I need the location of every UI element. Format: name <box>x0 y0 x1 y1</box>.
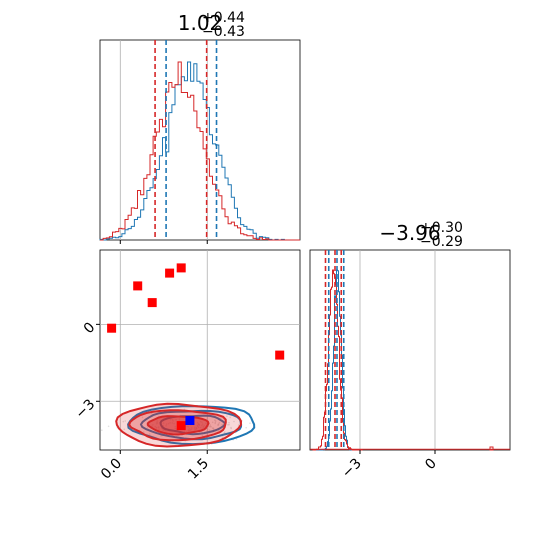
y-tick-label: −3 <box>72 396 98 422</box>
scatter-sample-point <box>249 422 251 425</box>
marker-point-3 <box>165 268 175 278</box>
scatter-sample-point <box>209 424 211 426</box>
scatter-sample-point <box>227 424 229 426</box>
scatter-sample-point <box>214 420 217 422</box>
scatter-sample-point <box>218 422 221 424</box>
scatter-sample-point <box>230 426 232 429</box>
marker-point-4 <box>176 263 186 273</box>
panel1-title-main: 1.02 <box>178 11 223 35</box>
histogram2-series-b <box>312 269 363 451</box>
scatter-sample-point <box>124 420 127 422</box>
scatter-sample-point <box>229 416 231 419</box>
scatter-sample-point <box>226 415 228 418</box>
scatter-sample-point <box>142 431 145 433</box>
scatter-sample-point <box>209 425 212 428</box>
histogram-series-b <box>100 61 300 241</box>
histogram2-outlier <box>489 446 494 451</box>
x2-tick-label: −3 <box>339 456 365 482</box>
panel2-title-sub: −0.29 <box>420 234 463 250</box>
marker-point-0 <box>107 323 117 333</box>
panel1-title: 1.02 <box>178 11 223 35</box>
panel2-title-sup: +0.30 <box>420 220 463 236</box>
scatter-sample-point <box>217 424 220 426</box>
scatter-sample-point <box>221 423 223 426</box>
scatter-sample-point <box>228 421 230 424</box>
truth-point <box>185 416 195 425</box>
scatter-sample-point <box>101 429 103 432</box>
scatter-sample-point <box>212 427 214 430</box>
marker-point-2 <box>147 298 157 308</box>
scatter-sample-point <box>107 425 110 428</box>
scatter-sample-point <box>237 424 240 426</box>
panel-top-left <box>99 39 301 241</box>
scatter-sample-point <box>141 416 144 419</box>
marker-point-5 <box>275 350 285 360</box>
scatter-sample-point <box>233 420 235 423</box>
scatter-sample-point <box>208 429 211 431</box>
scatter-sample-point <box>245 426 247 429</box>
panel1-title-sub: −0.43 <box>202 24 245 40</box>
panel2-title: −3.96 <box>379 221 440 245</box>
scatter-sample-point <box>96 430 98 432</box>
scatter-sample-point <box>146 426 149 428</box>
scatter-sample-point <box>221 436 224 439</box>
marker-point-6 <box>176 421 186 431</box>
marker-point-1 <box>133 281 143 291</box>
scatter-sample-point <box>201 434 204 437</box>
scatter-sample-point <box>123 428 126 431</box>
x-tick-label: 1.5 <box>185 456 212 483</box>
x2-tick-label: 0 <box>422 456 440 474</box>
scatter-sample-point <box>148 433 151 435</box>
p3-content <box>96 263 285 448</box>
scatter-sample-point <box>160 435 162 437</box>
contour-series-a-1 <box>139 409 242 441</box>
panel1-title-sup: +0.44 <box>202 10 245 26</box>
x-tick-label: 0.0 <box>98 456 125 483</box>
histogram-series-a <box>99 61 300 241</box>
scatter-sample-point <box>122 420 125 423</box>
scatter-sample-point <box>206 428 209 430</box>
contour-series-a-0 <box>127 405 256 446</box>
scatter-sample-point <box>214 422 216 425</box>
panel2-title-main: −3.96 <box>379 221 440 245</box>
scatter-sample-point <box>211 421 214 424</box>
y-tick-label: 0 <box>81 319 99 337</box>
